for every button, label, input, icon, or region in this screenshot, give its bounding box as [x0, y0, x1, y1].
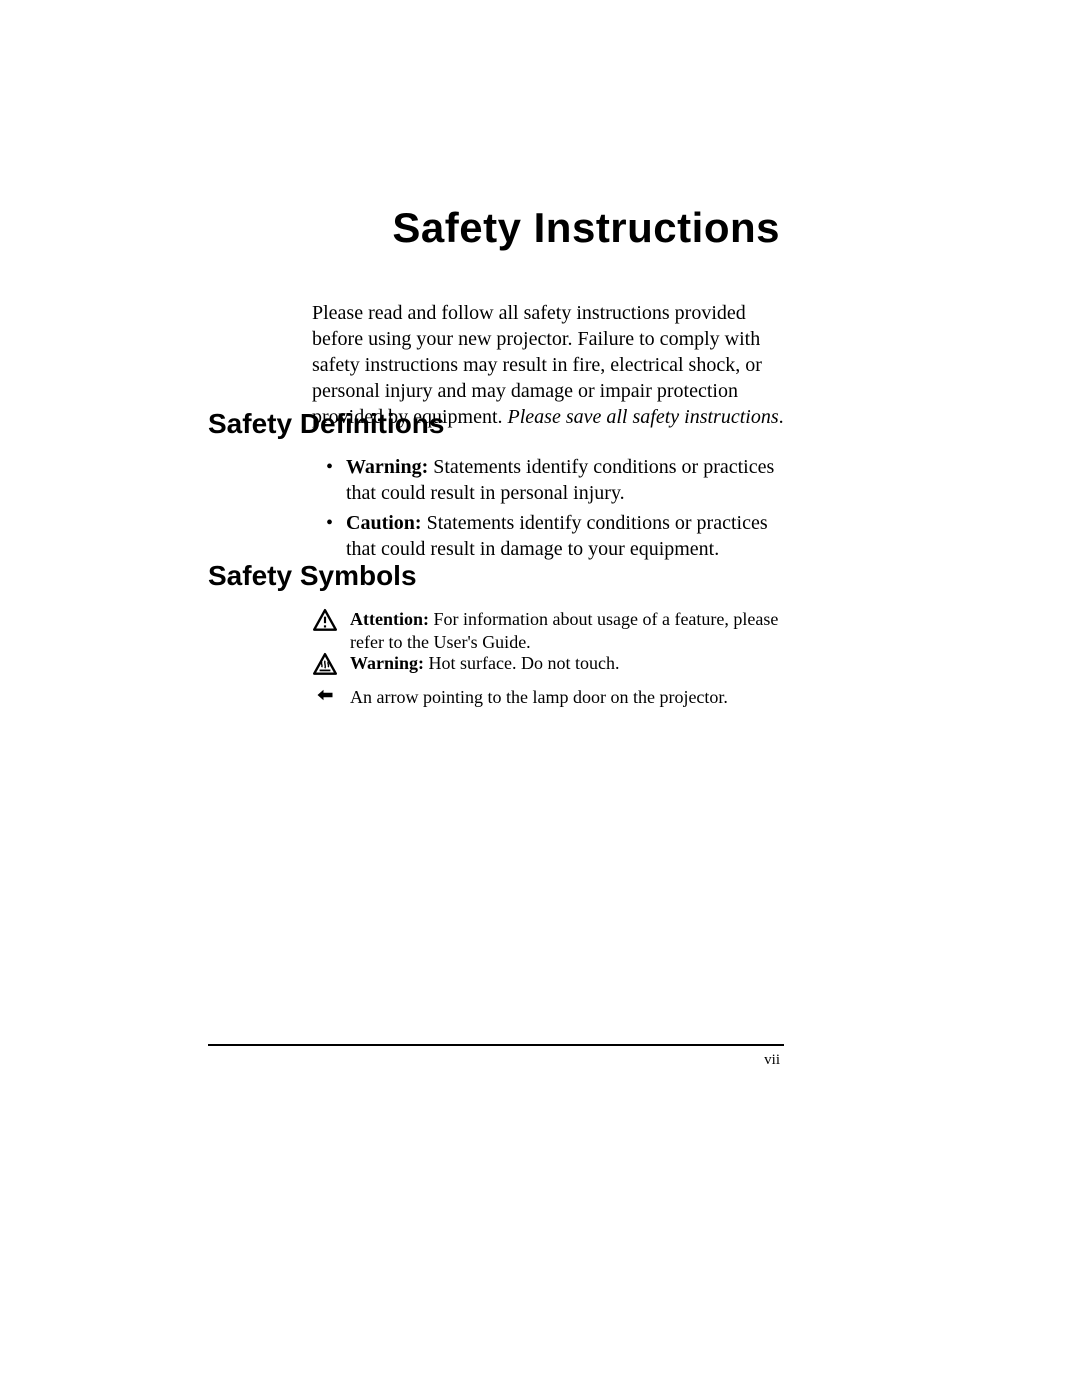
page-title: Safety Instructions: [392, 204, 780, 252]
symbol-desc: An arrow pointing to the lamp door on th…: [350, 687, 728, 707]
heading-safety-definitions: Safety Definitions: [208, 408, 444, 440]
symbol-row: Attention: For information about usage o…: [312, 608, 788, 653]
footer-rule: [208, 1044, 784, 1046]
hot-surface-triangle-icon: [312, 652, 340, 680]
symbol-text: Attention: For information about usage o…: [350, 608, 788, 653]
definition-label: Warning:: [346, 456, 428, 478]
symbol-row: Warning: Hot surface. Do not touch.: [312, 652, 788, 675]
symbol-text: Warning: Hot surface. Do not touch.: [350, 652, 788, 675]
definition-label: Caution:: [346, 512, 422, 534]
intro-tail: .: [779, 406, 784, 428]
left-arrow-icon: [312, 686, 340, 714]
definition-item: Caution: Statements identify conditions …: [330, 510, 786, 562]
heading-safety-symbols: Safety Symbols: [208, 560, 417, 592]
symbol-label: Warning:: [350, 653, 424, 673]
symbol-desc: Hot surface. Do not touch.: [424, 653, 619, 673]
definition-item: Warning: Statements identify conditions …: [330, 454, 786, 506]
symbol-row: An arrow pointing to the lamp door on th…: [312, 686, 788, 709]
page-number: vii: [764, 1052, 780, 1069]
intro-italic: Please save all safety instructions: [508, 406, 779, 428]
symbol-label: Attention:: [350, 609, 429, 629]
definitions-list: Warning: Statements identify conditions …: [330, 454, 786, 566]
page: Safety Instructions Please read and foll…: [0, 0, 1080, 1397]
attention-triangle-icon: [312, 608, 340, 636]
symbol-text: An arrow pointing to the lamp door on th…: [350, 686, 788, 709]
